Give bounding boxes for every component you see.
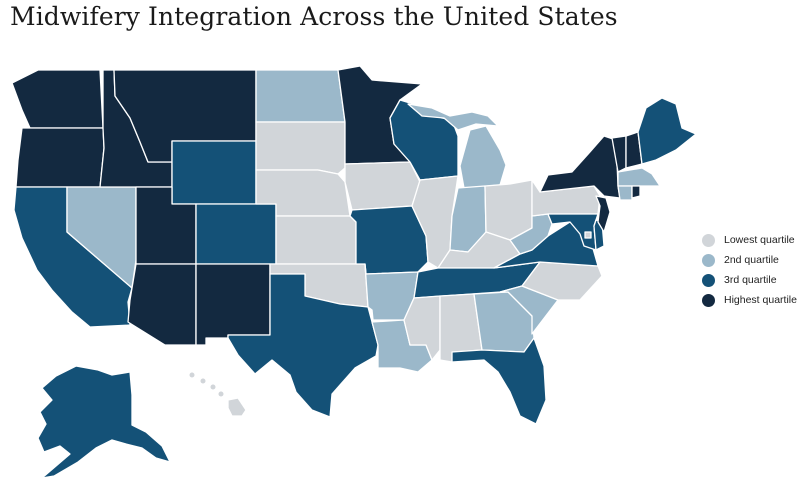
legend-label: 2nd quartile <box>724 254 779 266</box>
state-NJ <box>595 195 611 233</box>
legend-swatch <box>702 273 715 287</box>
state-FL <box>451 337 547 425</box>
state-HI-island <box>189 372 195 378</box>
state-HI <box>227 397 247 417</box>
legend-swatch <box>702 253 715 267</box>
state-TX <box>227 273 379 418</box>
legend-item: Lowest quartile <box>702 230 797 250</box>
state-MS <box>403 295 441 361</box>
state-HI-island <box>200 378 206 384</box>
state-OR <box>15 127 105 188</box>
state-RI <box>631 185 641 199</box>
state-CO <box>195 203 277 265</box>
state-MI-upper <box>407 103 499 131</box>
state-DC <box>584 231 592 239</box>
map-title: Midwifery Integration Across the United … <box>10 2 618 31</box>
state-IA <box>344 161 421 211</box>
state-MD <box>547 213 599 251</box>
legend-label: 3rd quartile <box>724 274 777 286</box>
state-CT <box>617 185 633 201</box>
legend-item: 2nd quartile <box>702 250 797 270</box>
state-NM <box>195 263 271 346</box>
legend-item: Highest quartile <box>702 290 797 310</box>
state-AZ <box>127 263 197 346</box>
legend-item: 3rd quartile <box>702 270 797 290</box>
legend-label: Lowest quartile <box>724 234 795 246</box>
state-SD <box>255 121 346 175</box>
state-WA <box>11 69 104 129</box>
state-MA <box>617 167 661 187</box>
us-choropleth-map <box>11 65 697 479</box>
legend-swatch <box>702 233 715 247</box>
state-HI-group <box>189 372 247 417</box>
state-MI <box>459 125 507 189</box>
state-ME <box>637 97 697 165</box>
state-WI <box>389 99 459 181</box>
state-KS <box>275 215 357 265</box>
state-ND <box>255 69 346 123</box>
legend-swatch <box>702 293 715 307</box>
state-AK <box>37 365 171 479</box>
state-HI-island <box>210 384 216 390</box>
legend-label: Highest quartile <box>724 294 797 306</box>
legend: Lowest quartile 2nd quartile 3rd quartil… <box>702 230 797 310</box>
state-OH <box>484 179 533 241</box>
state-WY <box>171 140 257 205</box>
state-HI-island <box>218 391 224 397</box>
